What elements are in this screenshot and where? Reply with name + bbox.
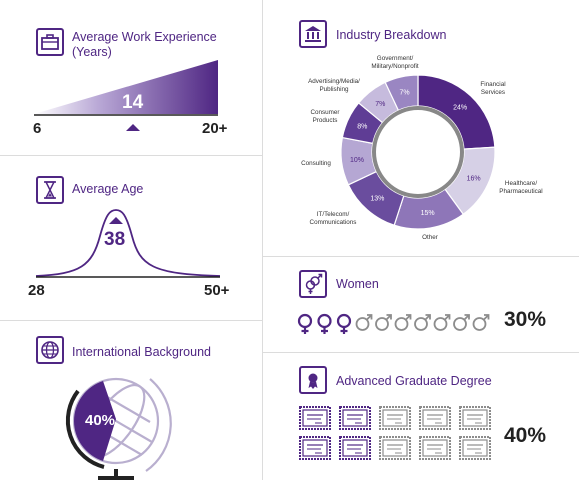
work-experience-marker [126, 124, 140, 131]
average-age-title: Average Age [72, 182, 144, 196]
bank-icon [299, 20, 327, 48]
international-percent: 40% [85, 412, 116, 429]
international-title: International Background [72, 345, 211, 359]
diploma-filled [299, 436, 331, 460]
international-share [74, 381, 116, 461]
slice-label-government: Government/ Military/Nonprofit [371, 55, 419, 70]
work-experience-panel: Average Work Experience (Years) 14 6 20+ [0, 0, 262, 155]
diploma-empty [419, 406, 451, 430]
donut-value-label-4: 10% [350, 157, 364, 164]
donut-value-label-0: 24% [453, 105, 467, 112]
diploma-filled [339, 436, 371, 460]
diploma-grid [299, 406, 491, 460]
slice-label-other: Other [422, 234, 438, 241]
international-panel: International Background 40% [0, 321, 262, 480]
male-symbol [414, 314, 431, 331]
female-symbol [297, 313, 313, 334]
age-min: 28 [28, 282, 45, 299]
donut-value-label-5: 8% [357, 123, 367, 130]
briefcase-icon [36, 28, 64, 56]
donut-value-label-1: 16% [467, 176, 481, 183]
diploma-empty [379, 436, 411, 460]
slice-label-healthcare: Healthcare/ Pharmaceutical [499, 180, 543, 195]
international-globe [65, 377, 172, 480]
donut-inner-ring [372, 106, 464, 198]
male-symbol [394, 314, 412, 331]
age-max: 50+ [204, 282, 230, 299]
male-symbol [433, 314, 451, 331]
slice-label-it: IT/Telecom/ Communications [309, 211, 357, 226]
slice-label-financial: Financial Services [480, 81, 506, 96]
diploma-empty [459, 436, 491, 460]
age-marker [109, 217, 123, 224]
industry-title: Industry Breakdown [336, 28, 447, 42]
women-title: Women [336, 277, 379, 291]
women-panel: Women 30% [263, 257, 579, 352]
award-ribbon-icon [299, 366, 327, 394]
slice-label-advertising: Advertising/Media/ Publishing [308, 78, 360, 93]
divider-right-1 [263, 256, 579, 257]
diploma-filled [339, 406, 371, 430]
average-age-panel: Average Age 38 28 50+ [0, 156, 262, 320]
male-symbol [472, 314, 490, 331]
male-symbol [375, 314, 392, 331]
vertical-divider [262, 0, 263, 480]
female-symbol [317, 313, 332, 334]
graduate-panel: Advanced Graduate Degree 40% [263, 353, 579, 480]
hourglass-icon [36, 176, 64, 204]
globe-icon [36, 336, 64, 364]
graduate-title: Advanced Graduate Degree [336, 374, 492, 388]
age-bell-curve [35, 209, 221, 278]
gender-symbol-row [297, 313, 490, 334]
slice-label-consulting: Consulting [301, 160, 331, 167]
male-symbol [453, 314, 470, 331]
donut-value-label-6: 7% [375, 101, 385, 108]
industry-donut-chart: 24% 16% 15% 13% 10% 8% 7% 7% [340, 74, 496, 230]
male-symbol [355, 314, 373, 331]
female-symbol [336, 313, 352, 334]
work-experience-max: 20+ [202, 120, 228, 137]
women-percent: 30% [504, 308, 547, 331]
industry-panel: Industry Breakdown 24% 16% 15% 13% 10% 8% 7% 7%… [263, 0, 579, 256]
work-experience-min: 6 [33, 120, 42, 137]
donut-value-label-2: 15% [421, 210, 435, 217]
divider-left-2 [0, 320, 262, 321]
donut-value-label-7: 7% [400, 89, 410, 96]
work-experience-wedge [34, 60, 218, 131]
donut-value-label-3: 13% [370, 196, 384, 203]
divider-right-2 [263, 352, 579, 353]
diploma-empty [419, 436, 451, 460]
age-value: 38 [104, 229, 126, 250]
gender-icon [299, 270, 327, 298]
work-experience-value: 14 [122, 92, 144, 113]
diploma-empty [459, 406, 491, 430]
work-experience-title: Average Work Experience (Years) [72, 30, 217, 59]
diploma-empty [379, 406, 411, 430]
diploma-filled [299, 406, 331, 430]
divider-left-1 [0, 155, 262, 156]
slice-label-consumer: Consumer Products [310, 109, 340, 124]
graduate-percent: 40% [504, 424, 547, 447]
